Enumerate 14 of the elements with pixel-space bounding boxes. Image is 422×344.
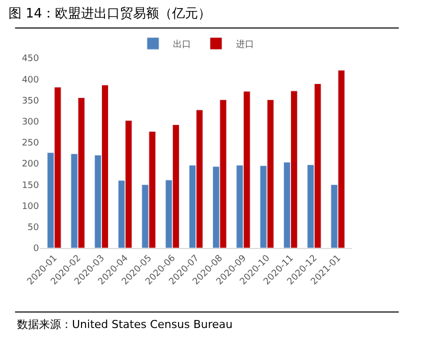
y-tick-label: 100	[22, 202, 40, 212]
source-note: 数据来源：United States Census Bureau	[17, 318, 233, 331]
y-tick-label: 350	[22, 96, 40, 106]
legend-label: 出口	[173, 39, 191, 50]
y-tick-label: 450	[22, 54, 40, 64]
y-tick-label: 150	[22, 180, 40, 191]
y-tick-label: 250	[22, 138, 40, 149]
y-tick-label: 0	[33, 244, 40, 254]
y-tick-label: 400	[22, 75, 40, 86]
y-tick-label: 50	[28, 223, 40, 234]
y-tick-label: 300	[22, 117, 40, 128]
y-tick-label: 200	[22, 160, 40, 170]
legend-label: 进口	[236, 39, 254, 50]
chart-title: 图 14：欧盟进出口贸易额（亿元）	[8, 6, 212, 22]
